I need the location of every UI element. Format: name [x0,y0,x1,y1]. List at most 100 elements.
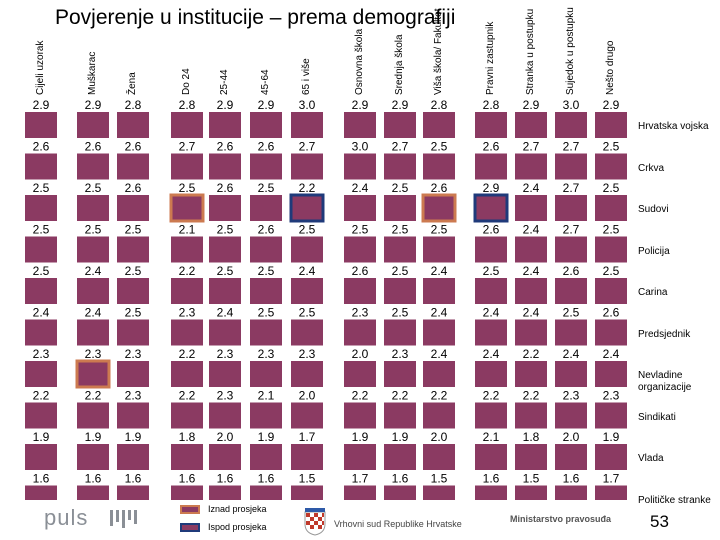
heatmap-cell [515,195,547,221]
cell-value: 3.0 [299,98,316,112]
heatmap-cell [344,195,376,221]
cell-value: 2.8 [179,98,196,112]
heatmap-cell [555,319,587,346]
cell-value: 2.3 [563,389,580,403]
heatmap-cell [595,402,627,429]
cell-value: 2.9 [217,98,234,112]
cell-value: 2.3 [125,347,142,361]
heatmap-cell [515,278,547,304]
heatmap-cell [515,485,547,500]
cell-value: 2.8 [431,98,448,112]
row-label: Crkva [638,162,665,174]
legend-item-below: Ispod prosjeka [180,522,267,532]
heatmap-cell [515,361,547,387]
cell-value: 2.7 [299,140,316,154]
cell-value: 2.5 [603,140,620,154]
cell-value: 2.4 [85,306,102,320]
cell-value: 2.4 [603,347,620,361]
heatmap-cell [515,153,547,180]
heatmap-cell [117,361,149,387]
puls-logo: puls [44,505,89,530]
cell-value: 2.3 [217,389,234,403]
row-label: Policija [638,245,670,257]
cell-value: 2.5 [603,223,620,237]
heatmap-cell [595,112,627,138]
cell-value: 2.3 [217,347,234,361]
cell-value: 2.5 [392,306,409,320]
cell-value: 2.4 [33,306,50,320]
heatmap-cell [423,444,455,470]
cell-value: 1.9 [392,430,409,444]
heatmap-cell [117,278,149,304]
heatmap-cell [344,112,376,138]
cell-value: 2.3 [258,347,275,361]
cell-value: 2.2 [523,347,540,361]
chart-title: Povjerenje u institucije – prema demogra… [55,6,456,29]
cell-value: 2.8 [125,98,142,112]
cell-value: 2.5 [179,181,196,195]
puls-logo-bars [110,510,137,528]
heatmap-cell [250,319,282,346]
cell-value: 1.6 [258,472,275,486]
heatmap-cell [250,402,282,429]
heatmap-cell [555,485,587,500]
cell-value: 2.4 [483,306,500,320]
cell-value: 2.6 [563,264,580,278]
cell-value: 1.6 [563,472,580,486]
heatmap-cell [77,153,109,180]
row-label: Sindikati [638,411,676,423]
cell-value: 2.5 [352,223,369,237]
heatmap-cell [595,319,627,346]
cell-value: 2.9 [258,98,275,112]
cell-value: 2.2 [352,389,369,403]
cell-value: 1.6 [217,472,234,486]
heatmap-cell [344,444,376,470]
heatmap-cell [384,402,416,429]
cell-value: 2.2 [179,264,196,278]
heatmap-cell [250,485,282,500]
heatmap-cell [515,112,547,138]
heatmap-cell [515,402,547,429]
cell-value: 2.5 [33,181,50,195]
heatmap-cell [250,153,282,180]
heatmap-cell [77,402,109,429]
heatmap-cell [291,444,323,470]
heatmap-cell [475,361,507,387]
cell-value: 2.5 [563,306,580,320]
heatmap-cell [171,361,203,387]
heatmap-cell [209,153,241,180]
heatmap-cell [25,402,57,429]
cell-value: 2.4 [431,347,448,361]
cell-value: 2.9 [523,98,540,112]
heatmap-cell [25,485,57,500]
cell-value: 1.5 [299,472,316,486]
cell-value: 2.2 [33,389,50,403]
cell-value: 2.6 [33,140,50,154]
heatmap-cell [77,319,109,346]
cell-value: 2.3 [299,347,316,361]
cell-value: 2.5 [603,264,620,278]
cell-value: 2.9 [85,98,102,112]
heatmap-cell [117,444,149,470]
heatmap-cell [117,112,149,138]
heatmap-cell [75,359,111,389]
cell-value: 2.3 [179,306,196,320]
heatmap-cell [25,444,57,470]
heatmap-cell [209,361,241,387]
cell-value: 1.8 [523,430,540,444]
cell-value: 2.5 [33,223,50,237]
cell-value: 1.9 [352,430,369,444]
court-name: Vrhovni sud Republike Hrvatske [334,519,462,529]
cell-value: 2.5 [258,181,275,195]
cell-value: 2.5 [217,264,234,278]
cell-value: 2.9 [603,98,620,112]
cell-value: 2.9 [392,98,409,112]
heatmap-table: 2.9 2.9 2.8 2.8 2.9 2.9 3.0 2.9 2.9 2.8 2.8 2.9 3.0 2… [25,98,627,500]
cell-value: 1.6 [85,472,102,486]
cell-value: 2.6 [85,140,102,154]
cell-value: 2.7 [523,140,540,154]
heatmap-cell [171,444,203,470]
cell-value: 2.4 [217,306,234,320]
heatmap-cell [291,485,323,500]
cell-value: 2.3 [85,347,102,361]
